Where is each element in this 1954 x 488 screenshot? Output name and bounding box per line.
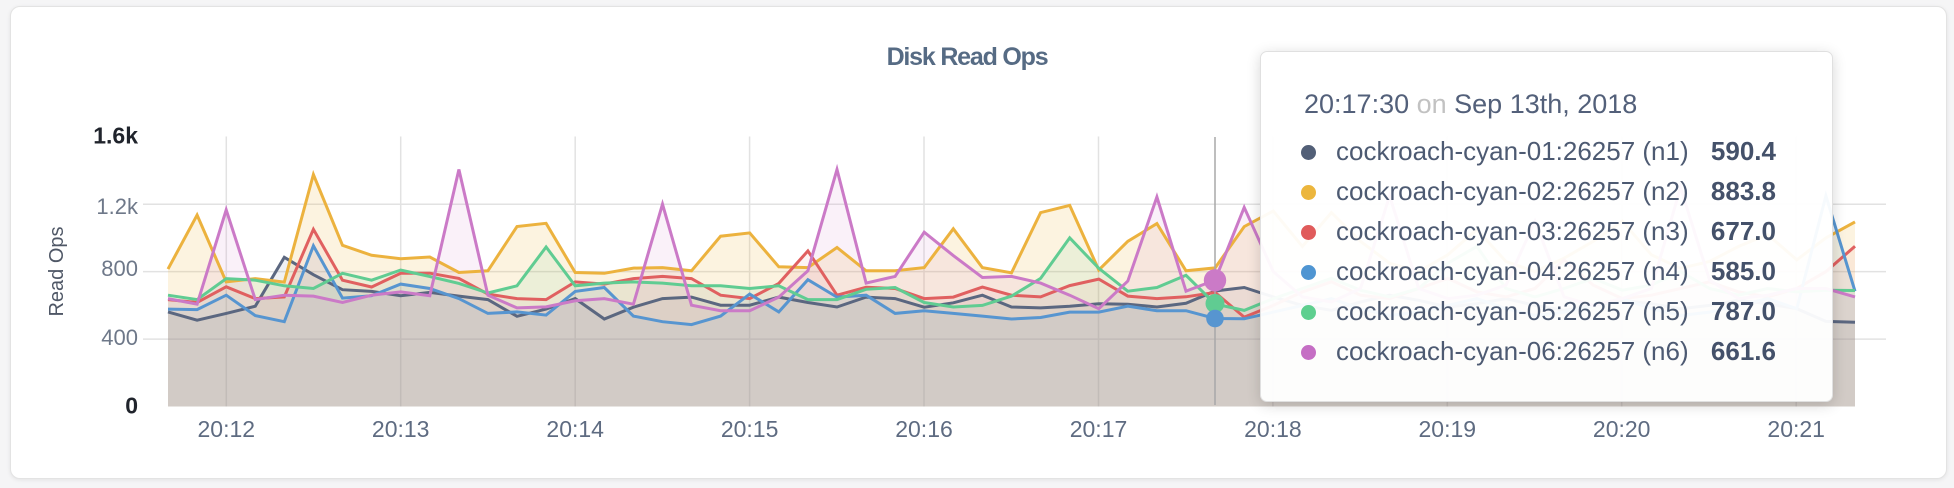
svg-text:20:16: 20:16 xyxy=(895,416,953,442)
svg-text:20:18: 20:18 xyxy=(1244,416,1302,442)
svg-text:20:12: 20:12 xyxy=(198,416,256,442)
svg-text:0: 0 xyxy=(125,393,138,419)
svg-text:Read Ops: Read Ops xyxy=(46,226,68,316)
svg-text:20:13: 20:13 xyxy=(372,416,430,442)
svg-text:20:17: 20:17 xyxy=(1070,416,1128,442)
svg-text:1.6k: 1.6k xyxy=(93,123,138,149)
svg-text:Disk Read Ops: Disk Read Ops xyxy=(887,43,1048,71)
svg-text:400: 400 xyxy=(101,325,138,350)
svg-text:20:14: 20:14 xyxy=(546,416,604,442)
svg-text:20:15: 20:15 xyxy=(721,416,779,442)
svg-text:20:21: 20:21 xyxy=(1767,416,1825,442)
svg-text:20:19: 20:19 xyxy=(1419,416,1477,442)
svg-text:1.2k: 1.2k xyxy=(96,194,139,219)
svg-text:800: 800 xyxy=(101,256,138,281)
svg-text:20:20: 20:20 xyxy=(1593,416,1651,442)
